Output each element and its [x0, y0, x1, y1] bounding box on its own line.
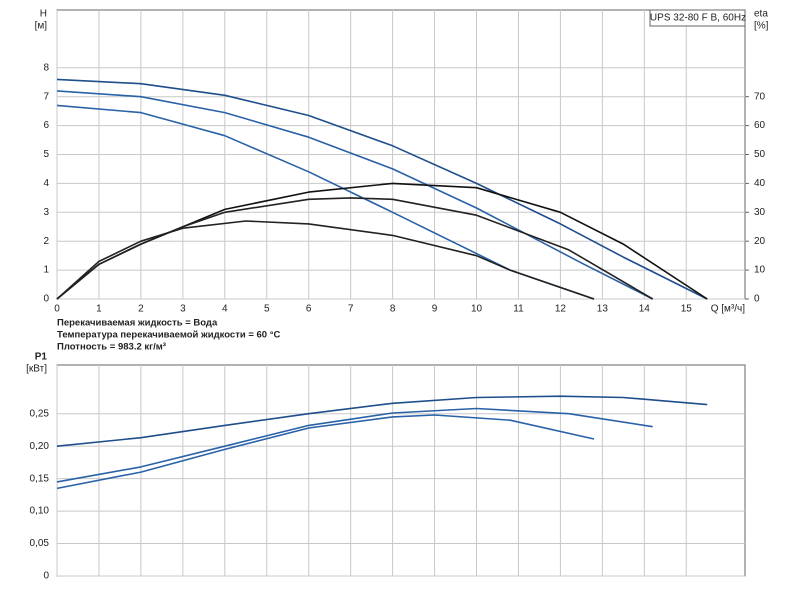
- y-tick-label: 6: [43, 120, 49, 131]
- x-tick-label: 11: [513, 304, 524, 315]
- x-tick-label: 8: [390, 304, 396, 315]
- y2-tick-label: 10: [754, 265, 766, 276]
- y-tick-label: 0,10: [30, 506, 50, 517]
- x-tick-label: 2: [138, 304, 144, 315]
- x-tick-label: 0: [54, 304, 60, 315]
- x-tick-label: 9: [432, 304, 438, 315]
- chart-title: UPS 32-80 F B, 60Hz: [650, 13, 746, 24]
- y2-tick-label: 40: [754, 178, 766, 189]
- curve: [56, 414, 595, 490]
- plot-frame: [56, 364, 746, 577]
- x-tick-label: 6: [306, 304, 312, 315]
- x-tick-label: 10: [471, 304, 483, 315]
- y-unit: [кВт]: [26, 364, 47, 375]
- x-tick-label: 4: [222, 304, 228, 315]
- x-tick-label: 5: [264, 304, 270, 315]
- y2-tick-label: 20: [754, 236, 766, 247]
- x-tick-label: 15: [681, 304, 693, 315]
- y-tick-label: 0,20: [30, 441, 50, 452]
- title-box: [649, 9, 746, 27]
- y2-label: eta: [754, 9, 768, 20]
- note: Температура перекачиваемой жидкости = 60…: [57, 330, 281, 341]
- y2-tick-label: 0: [754, 294, 760, 305]
- y2-tick-label: 60: [754, 120, 766, 131]
- y2-unit: [%]: [754, 21, 769, 32]
- x-tick-label: 1: [96, 304, 102, 315]
- x-tick-label: 13: [597, 304, 609, 315]
- y-tick-label: 0,25: [30, 408, 50, 419]
- y-label: H: [40, 9, 47, 20]
- y-tick-label: 7: [43, 91, 49, 102]
- y-label: P1: [35, 352, 48, 363]
- curve: [56, 395, 708, 447]
- y-tick-label: 5: [43, 149, 49, 160]
- curve: [56, 220, 595, 300]
- y2-tick-label: 30: [754, 207, 766, 218]
- note: Плотность = 983.2 кг/м³: [57, 342, 166, 353]
- y-tick-label: 0: [43, 571, 49, 582]
- y-tick-label: 0,05: [30, 538, 50, 549]
- y-tick-label: 0,15: [30, 473, 50, 484]
- x-tick-label: 14: [639, 304, 651, 315]
- y-tick-label: 1: [43, 265, 49, 276]
- curve: [56, 407, 653, 483]
- y-tick-label: 2: [43, 236, 49, 247]
- curve: [56, 197, 654, 300]
- x-tick-label: 3: [180, 304, 186, 315]
- y-unit: [м]: [35, 21, 48, 32]
- y2-tick-label: 70: [754, 91, 766, 102]
- x-tick-label: 12: [555, 304, 567, 315]
- y-tick-label: 3: [43, 207, 49, 218]
- curve: [56, 78, 708, 300]
- x-label: Q [м³/ч]: [711, 304, 746, 315]
- y-tick-label: 4: [43, 178, 49, 189]
- note: Перекачиваемая жидкость = Вода: [57, 318, 218, 329]
- curve: [56, 90, 654, 300]
- x-tick-label: 7: [348, 304, 354, 315]
- y-tick-label: 0: [43, 294, 49, 305]
- y2-tick-label: 50: [754, 149, 766, 160]
- y-tick-label: 8: [43, 62, 49, 73]
